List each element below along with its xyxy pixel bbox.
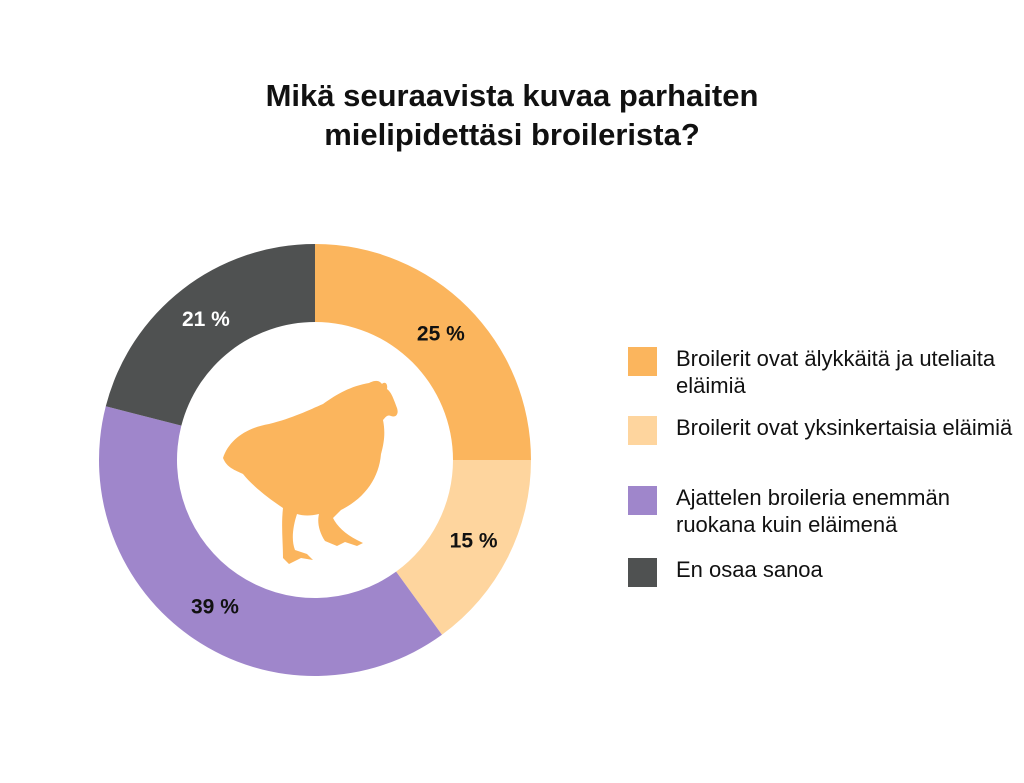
legend-item-2: Broilerit ovat yksinkertaisia eläimiä <box>628 414 1020 484</box>
legend-item-1: Broilerit ovat älykkäitä ja uteliaita el… <box>628 345 1020 414</box>
legend-swatch-4 <box>628 558 657 587</box>
legend-label-4: En osaa sanoa <box>676 557 823 582</box>
chart-legend: Broilerit ovat älykkäitä ja uteliaita el… <box>628 345 1020 596</box>
legend-label-3: Ajattelen broileria enemmän ruokana kuin… <box>676 485 950 537</box>
donut-slice-4 <box>105 244 315 426</box>
legend-item-3: Ajattelen broileria enemmän ruokana kuin… <box>628 484 1020 556</box>
legend-swatch-3 <box>628 486 657 515</box>
donut-slices <box>98 244 531 677</box>
chart-title: Mikä seuraavista kuvaa parhaiten mielipi… <box>0 76 1024 154</box>
slice-label-4: 21 % <box>182 308 230 331</box>
legend-swatch-1 <box>628 347 657 376</box>
slice-label-3: 39 % <box>191 596 239 619</box>
donut-slice-3 <box>98 406 442 677</box>
legend-item-4: En osaa sanoa <box>628 556 1020 596</box>
legend-label-2: Broilerit ovat yksinkertaisia eläimiä <box>676 415 1013 440</box>
donut-slice-1 <box>315 244 531 460</box>
chicken-body <box>223 380 398 564</box>
slice-label-1: 25 % <box>417 323 465 346</box>
chart-title-line-2: mielipidettäsi broilerista? <box>324 117 700 152</box>
slice-labels: 25 % 15 % 39 % 21 % <box>182 308 498 619</box>
legend-label-1: Broilerit ovat älykkäitä ja uteliaita el… <box>676 346 996 398</box>
chicken-icon <box>223 380 398 564</box>
legend-swatch-2 <box>628 416 657 445</box>
slice-label-2: 15 % <box>450 529 498 552</box>
donut-chart: 25 % 15 % 39 % 21 % <box>98 244 531 677</box>
chart-title-line-1: Mikä seuraavista kuvaa parhaiten <box>265 78 759 113</box>
donut-slice-2 <box>396 460 531 635</box>
